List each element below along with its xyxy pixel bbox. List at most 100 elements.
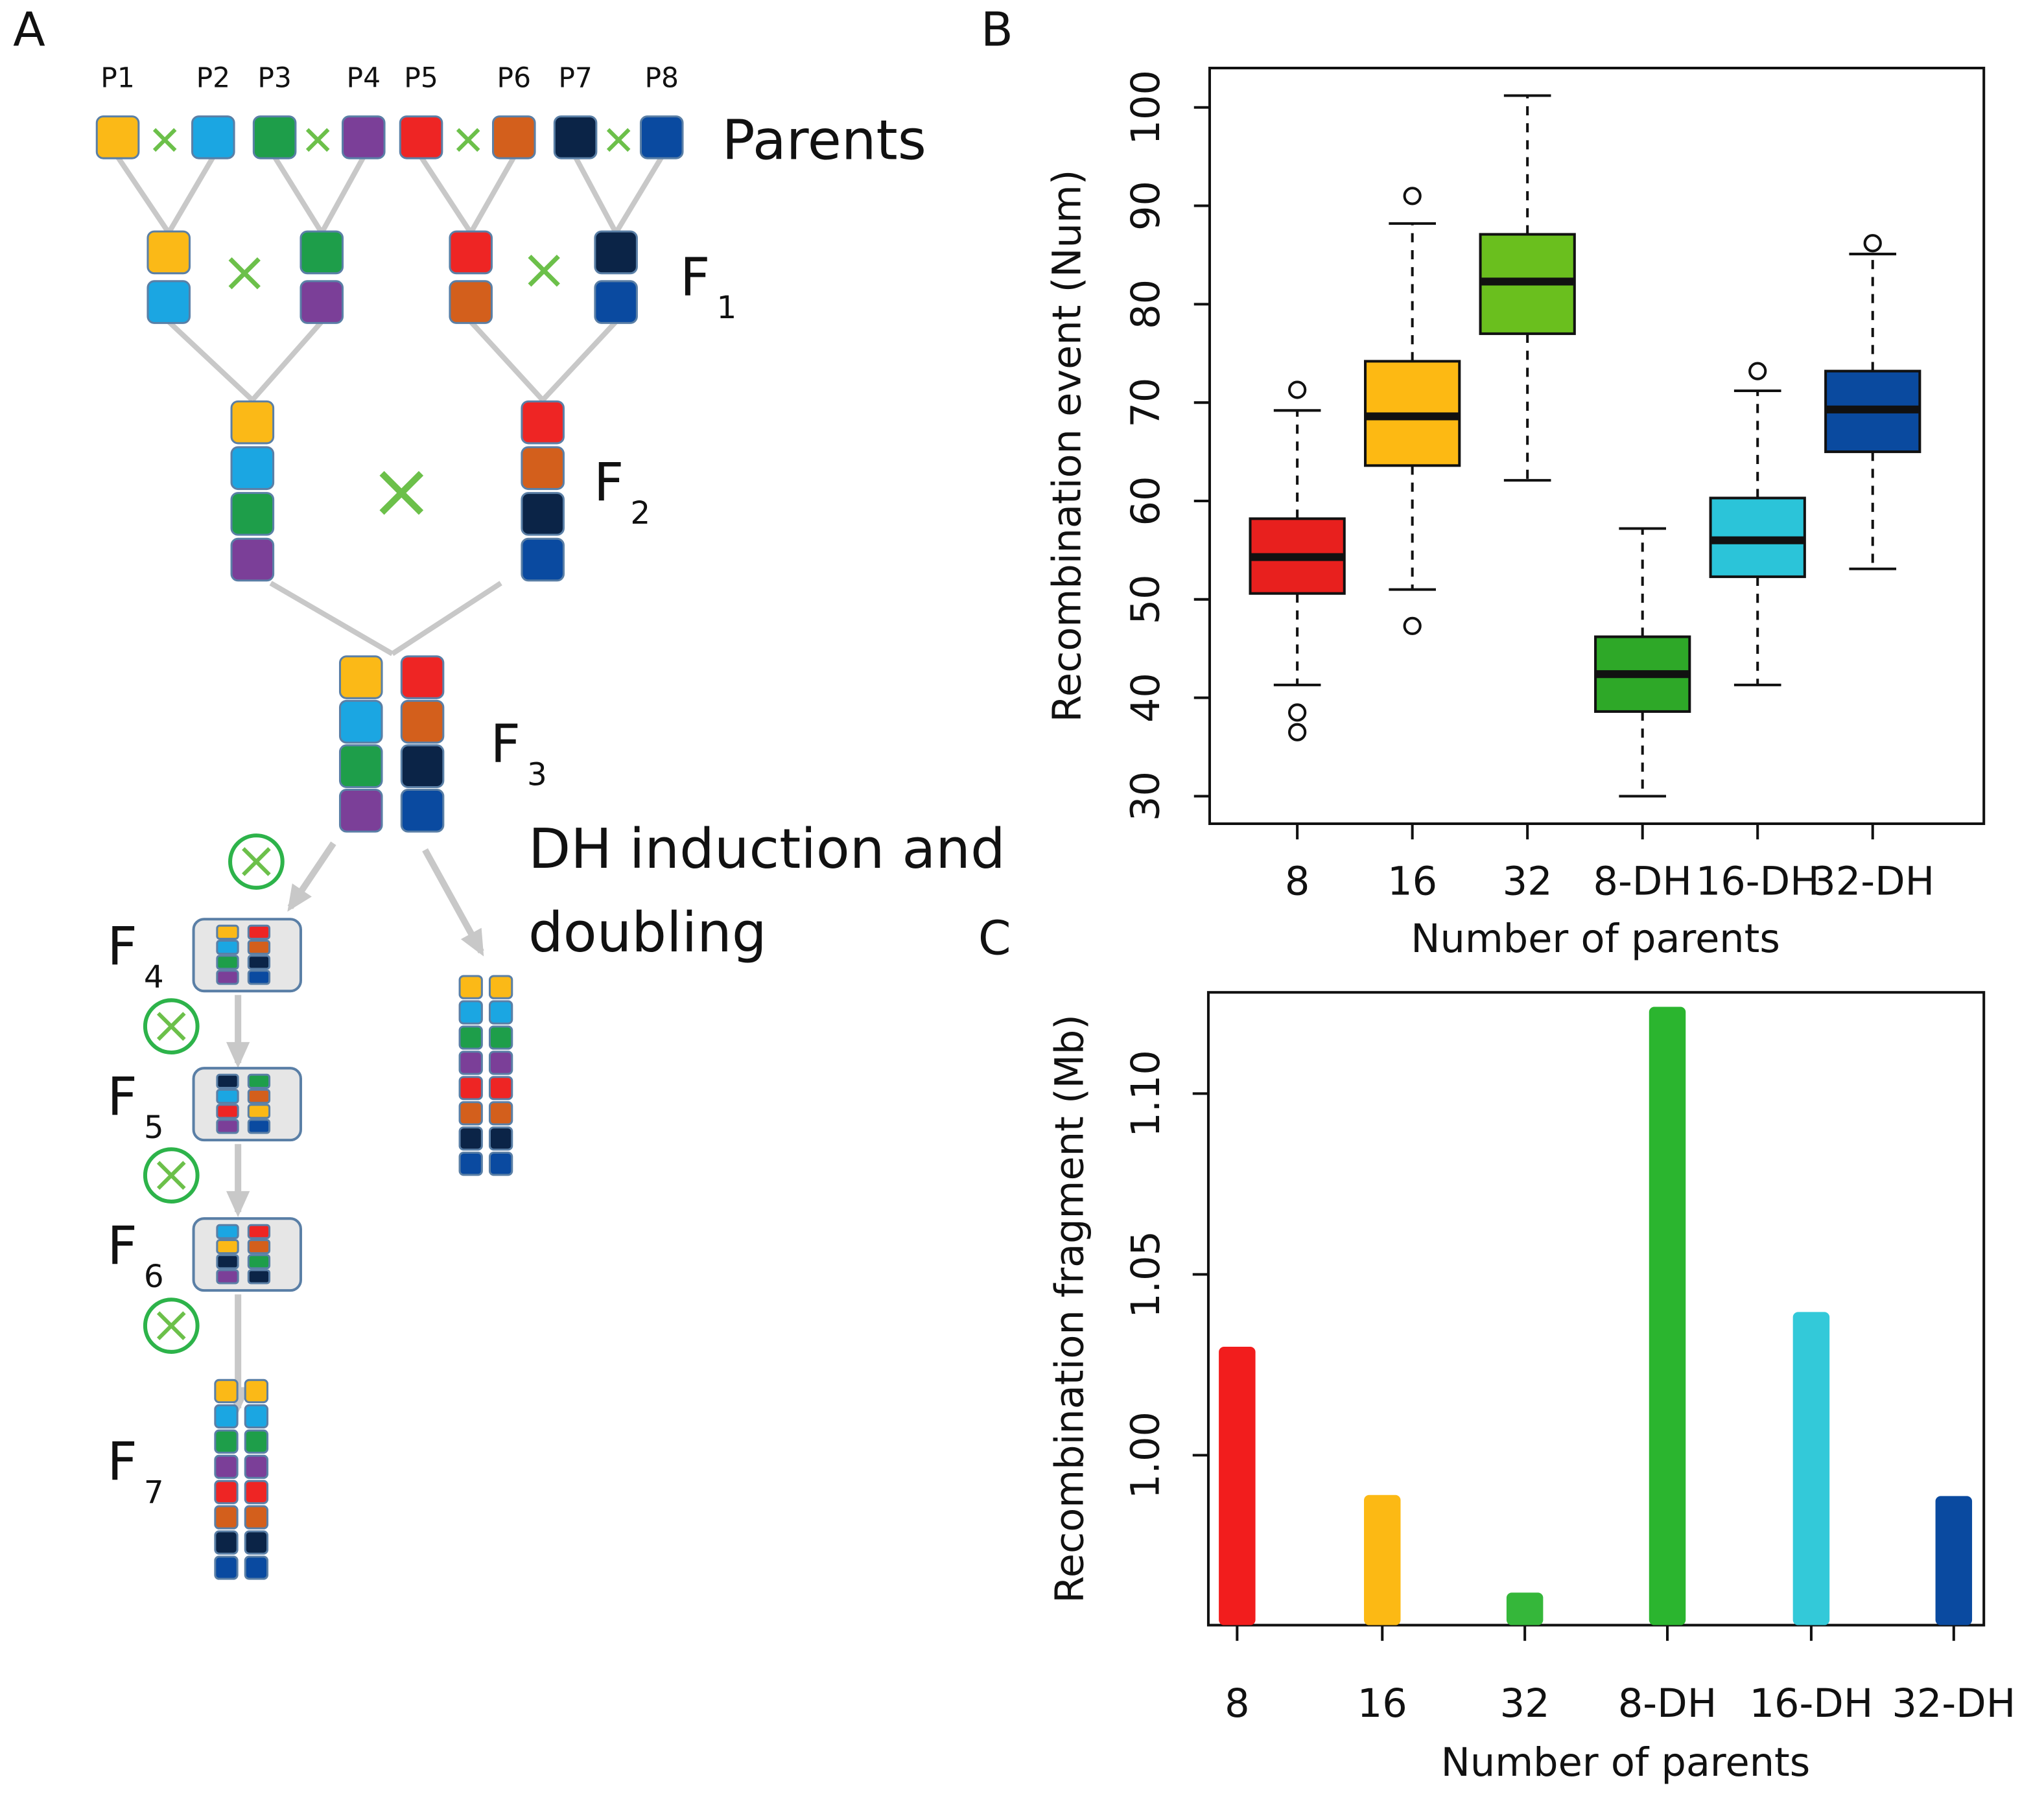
allele-block — [594, 230, 638, 275]
allele-block — [521, 446, 565, 491]
allele-block — [247, 955, 271, 970]
parent-label: P5 — [404, 62, 438, 94]
y-tick-label: 90 — [1123, 181, 1169, 231]
allele-block — [214, 1530, 239, 1555]
y-tick-label: 80 — [1123, 279, 1169, 329]
allele-block — [488, 975, 513, 999]
y-tick-label: 50 — [1123, 574, 1169, 624]
y-tick-label: 70 — [1123, 378, 1169, 428]
bar — [1364, 1495, 1401, 1625]
allele-block — [247, 924, 271, 940]
selfing-symbol — [143, 998, 200, 1055]
bar — [1935, 1496, 1973, 1625]
connector — [541, 320, 618, 402]
allele-block — [244, 1429, 269, 1454]
y-tick-label: 1.05 — [1123, 1231, 1169, 1318]
x-tick-label: 8 — [1285, 859, 1310, 904]
allele-block — [247, 940, 271, 955]
x-tick-label: 8 — [1225, 1681, 1250, 1727]
x-axis-title: Number of parents — [1411, 916, 1780, 962]
allele-block — [399, 115, 443, 159]
generation-subscript: 6 — [144, 1259, 164, 1295]
generation-box — [192, 1217, 302, 1292]
allele-block — [216, 1073, 239, 1089]
y-tick-label: 100 — [1123, 70, 1169, 145]
allele-block — [521, 537, 565, 582]
connector — [319, 156, 366, 235]
outlier — [1288, 380, 1307, 399]
connector — [272, 156, 324, 235]
allele-block — [247, 1254, 271, 1270]
allele-block — [400, 655, 445, 699]
cross — [379, 471, 424, 515]
boxplot-chart: 30 40 50 60 70 80 90 100 Recombination event (Nu… — [1045, 66, 1986, 962]
allele-block — [488, 1025, 513, 1050]
allele-block — [488, 1000, 513, 1025]
generation-letter: F — [680, 248, 710, 308]
allele-block — [639, 115, 684, 159]
x-tick-label: 32 — [1500, 1681, 1550, 1727]
allele-block — [338, 699, 383, 744]
allele-block — [244, 1530, 269, 1555]
allele-block — [488, 1051, 513, 1075]
allele-block — [244, 1505, 269, 1530]
allele-block — [449, 280, 493, 324]
allele-block — [244, 1378, 269, 1404]
x-tick-label: 16 — [1357, 1681, 1407, 1727]
connector — [613, 156, 664, 235]
bar — [1649, 1006, 1686, 1625]
allele-block — [252, 115, 297, 159]
allele-block — [244, 1454, 269, 1479]
allele-block — [458, 1152, 483, 1176]
plot-frame — [1208, 66, 1986, 825]
allele-block — [458, 1126, 483, 1151]
parent-label: P6 — [497, 62, 532, 94]
cross — [305, 128, 330, 152]
allele-block — [214, 1505, 239, 1530]
cross — [156, 1311, 186, 1340]
parents-label: Parents — [722, 108, 926, 172]
allele-block — [300, 230, 344, 275]
bar-chart: 1.00 1.05 1.10 Recombination fragment (Mb) N… — [1048, 991, 2015, 1786]
allele-block — [521, 492, 565, 536]
allele-block — [244, 1555, 269, 1580]
allele-block — [247, 1073, 271, 1089]
allele-block — [488, 1101, 513, 1126]
generation-letter: F — [594, 452, 624, 513]
parent-label: P1 — [100, 62, 135, 94]
allele-block — [216, 1119, 239, 1134]
allele-block — [216, 940, 239, 955]
allele-block — [147, 230, 191, 275]
x-axis-title: Number of parents — [1441, 1740, 1811, 1786]
x-tick-label: 16-DH — [1696, 859, 1820, 904]
plot-frame — [1206, 991, 1986, 1627]
arrow-head — [226, 1191, 250, 1218]
panel-label: C — [978, 912, 1011, 966]
parent-label: P8 — [644, 62, 679, 94]
y-axis-title: Recombination event (Num) — [1045, 170, 1090, 723]
selfing-symbol — [143, 1297, 200, 1354]
generation-box — [192, 1067, 302, 1142]
x-tick-label: 8-DH — [1593, 859, 1691, 904]
y-tick-label: 40 — [1123, 673, 1169, 723]
allele-block — [553, 115, 598, 159]
panel-label: B — [981, 3, 1013, 58]
x-tick-label: 8-DH — [1618, 1681, 1717, 1727]
allele-block — [214, 1378, 239, 1404]
allele-block — [216, 970, 239, 985]
generation-subscript: 3 — [527, 756, 547, 793]
allele-block — [521, 400, 565, 445]
x-tick-label: 16 — [1387, 859, 1437, 904]
allele-block — [594, 280, 638, 324]
allele-block — [488, 1126, 513, 1151]
x-tick-label: 32-DH — [1811, 859, 1934, 904]
connector — [573, 156, 618, 235]
connector — [419, 155, 473, 235]
parent-label: P7 — [558, 62, 593, 94]
parent-label: P3 — [257, 62, 291, 94]
x-tick-label: 32 — [1503, 859, 1553, 904]
allele-block — [214, 1429, 239, 1454]
y-tick-label: 30 — [1123, 771, 1169, 821]
allele-block — [458, 975, 483, 999]
